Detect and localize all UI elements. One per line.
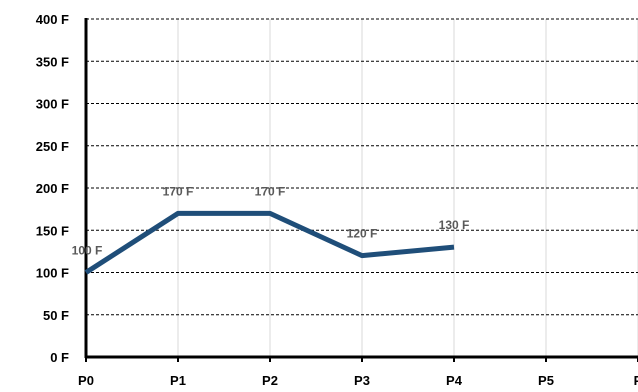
label-layer: 100 F 170 F 170 F 120 F 130 F (72, 184, 470, 257)
x-tick-label: P5 (538, 373, 554, 388)
y-tick-label: 200 F (36, 181, 69, 196)
series-layer (84, 210, 455, 275)
y-tick-label: 100 F (36, 266, 69, 281)
y-tick-label: 300 F (36, 97, 69, 112)
grid-layer (86, 18, 638, 357)
x-tick-label: P (634, 373, 638, 388)
data-label: 100 F (72, 244, 103, 258)
x-tick-label: P1 (170, 373, 186, 388)
data-label: 120 F (347, 227, 378, 241)
y-tick-label: 400 F (36, 12, 69, 27)
y-tick-label: 50 F (43, 308, 69, 323)
y-tick-label: 350 F (36, 54, 69, 69)
data-label: 170 F (255, 184, 286, 198)
x-tick-label: P4 (446, 373, 463, 388)
x-tick-label: P0 (78, 373, 94, 388)
data-label: 130 F (439, 218, 470, 232)
x-tick-label: P2 (262, 373, 278, 388)
data-label: 170 F (163, 184, 194, 198)
x-tick-label: P3 (354, 373, 370, 388)
y-tick-label: 250 F (36, 139, 69, 154)
y-tick-label: 0 F (50, 350, 69, 365)
y-tick-label: 150 F (36, 223, 69, 238)
